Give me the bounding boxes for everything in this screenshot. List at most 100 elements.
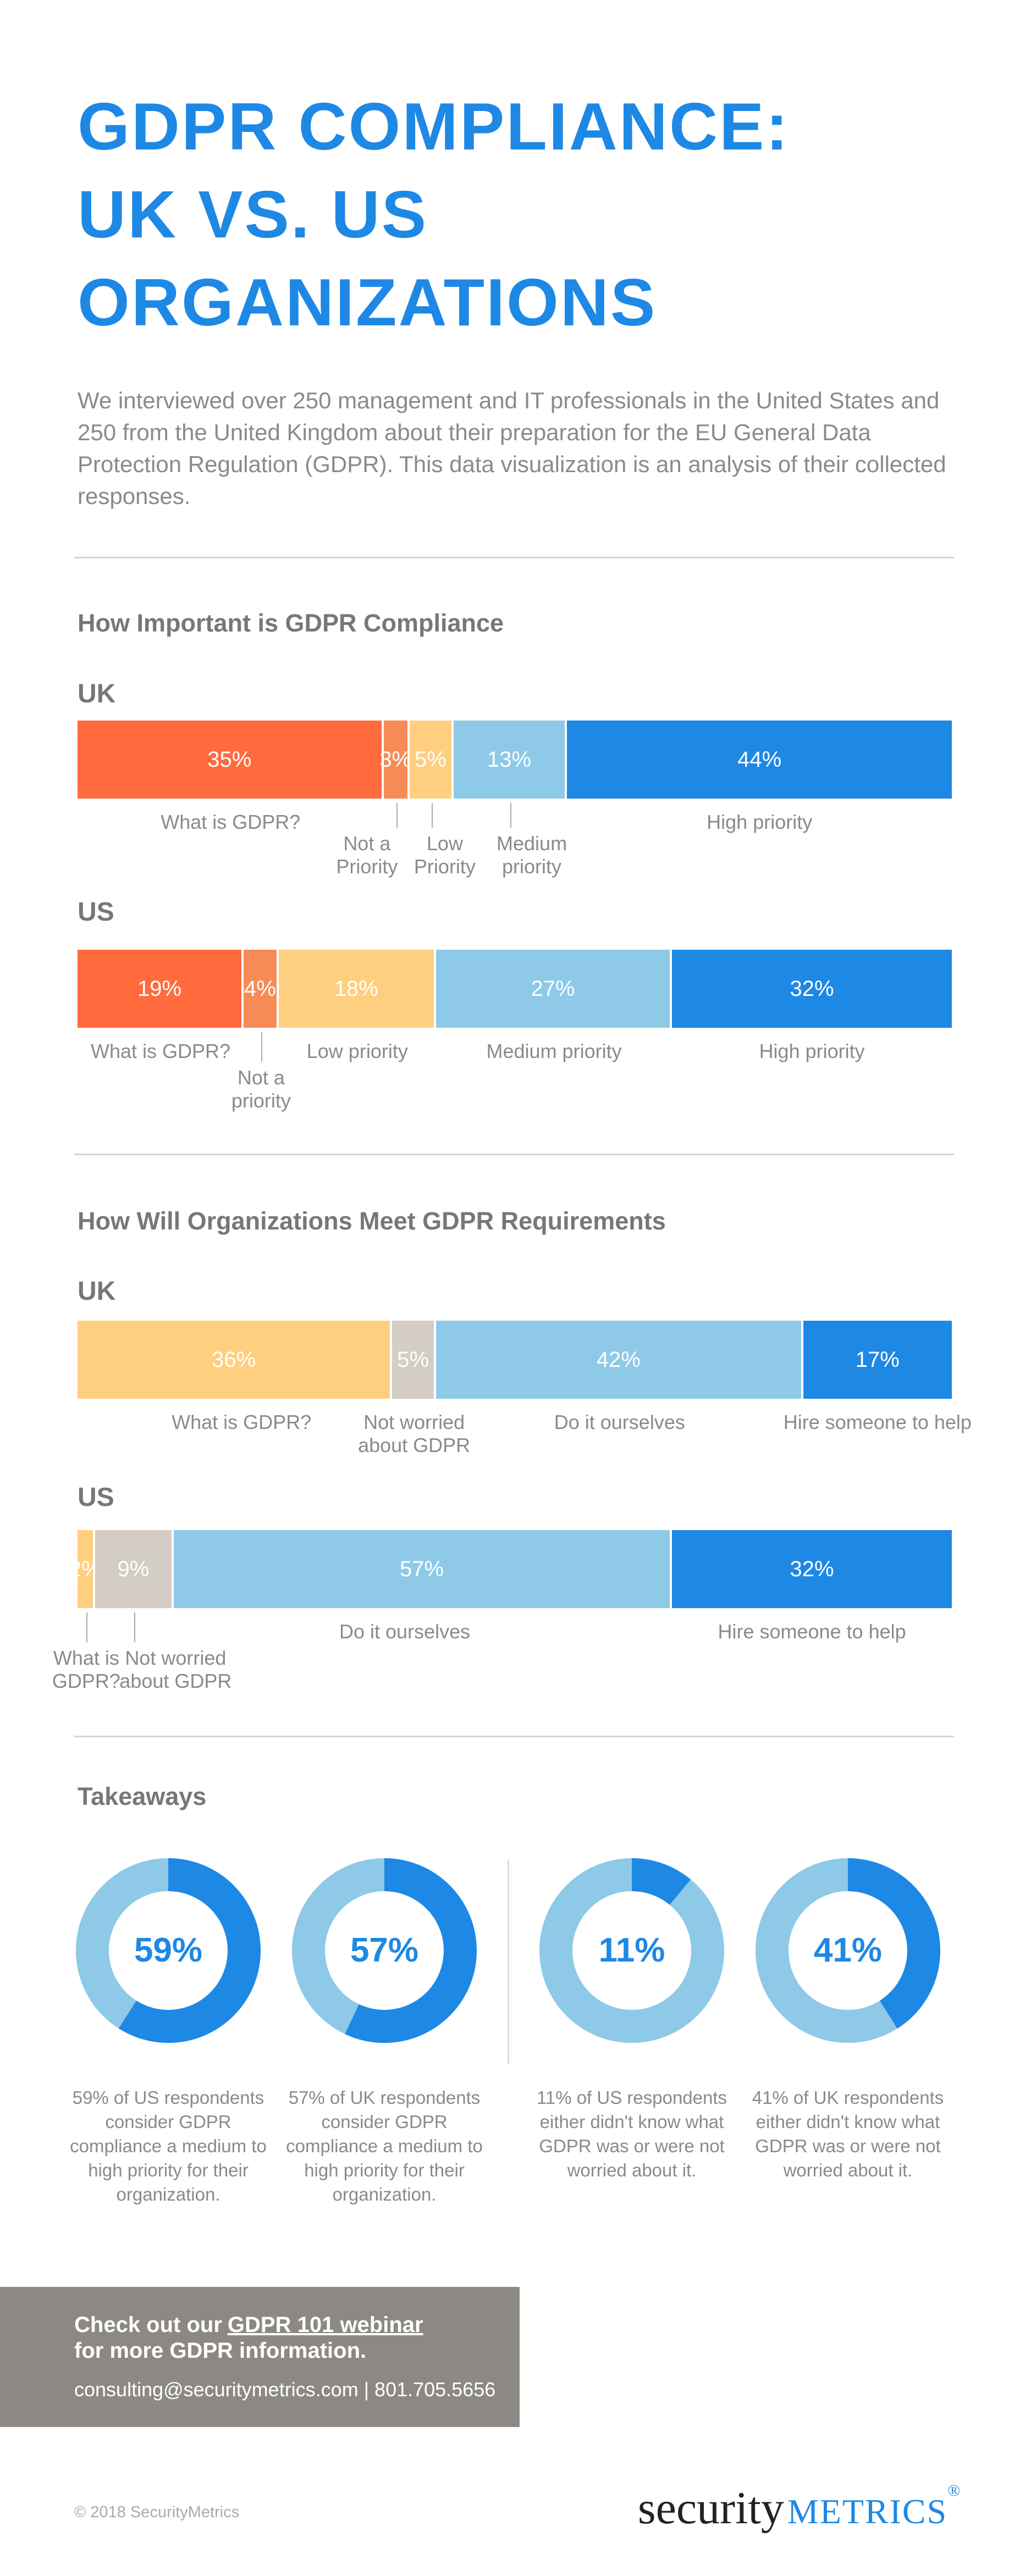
- cta-lead: Check out our: [74, 2313, 222, 2337]
- segment-label: What is GDPR?: [161, 811, 301, 833]
- value-label: 4%: [244, 976, 276, 1001]
- value-label: 3%: [379, 747, 412, 772]
- cta-line: Check out our GDPR 101 webinar: [74, 2313, 423, 2337]
- segment-label: Not a priority: [231, 1066, 291, 1112]
- segment-label: Medium priority: [497, 832, 567, 878]
- contact: consulting@securitymetrics.com | 801.705…: [74, 2378, 496, 2401]
- value-label: 13%: [487, 747, 532, 772]
- bar-segment: 32%: [672, 950, 952, 1028]
- donut-caption: 57% of UK respondents consider GDPR comp…: [286, 2087, 483, 2204]
- logo-word: security: [637, 2483, 784, 2534]
- cta-line: for more GDPR information.: [74, 2339, 367, 2363]
- title-line: GDPR COMPLIANCE:: [78, 89, 790, 164]
- bar-segment: 2%: [69, 1530, 101, 1608]
- value-label: 57%: [400, 1556, 444, 1581]
- title-line: ORGANIZATIONS: [78, 265, 657, 340]
- webinar-link[interactable]: GDPR 101 webinar: [227, 2313, 423, 2337]
- value-label: 5%: [415, 747, 446, 772]
- value-label: 32%: [790, 976, 834, 1001]
- logo: securityMETRICS®: [638, 2481, 960, 2535]
- value-label: 17%: [855, 1347, 900, 1372]
- donut-arc: [539, 1858, 724, 2043]
- donut-value: 57%: [350, 1931, 419, 1969]
- value-label: 44%: [737, 747, 782, 772]
- segment-label: Hire someone to help: [718, 1620, 906, 1643]
- value-label: 32%: [790, 1556, 834, 1581]
- divider: [74, 557, 954, 558]
- value-label: 42%: [596, 1347, 641, 1372]
- leader-line: [431, 803, 433, 828]
- segment-label: Not a Priority: [336, 832, 398, 878]
- bar-segment: 5%: [410, 721, 454, 799]
- value-label: 18%: [334, 976, 378, 1001]
- bar-segment: 18%: [278, 950, 436, 1028]
- segment-label: What is GDPR?: [52, 1647, 120, 1692]
- donut-caption: 11% of US respondents either didn't know…: [536, 2087, 727, 2180]
- value-label: 9%: [117, 1556, 150, 1581]
- segment-label: Hire someone to help: [783, 1411, 972, 1433]
- bar-segment: 57%: [173, 1530, 672, 1608]
- bar-segment: 13%: [453, 721, 567, 799]
- leader-line: [510, 803, 512, 828]
- bar-segment: 36%: [78, 1321, 393, 1399]
- value-label: 35%: [207, 747, 252, 772]
- leader-line: [396, 803, 398, 828]
- bar-segment: 35%: [78, 721, 384, 799]
- leader-line: [86, 1613, 87, 1642]
- leader-line: [134, 1613, 136, 1642]
- copyright: © 2018 SecurityMetrics: [74, 2503, 240, 2521]
- donut: [756, 1858, 940, 2043]
- bar-segment: 9%: [95, 1530, 174, 1608]
- bar-segment: 3%: [379, 721, 411, 799]
- donut: [76, 1858, 261, 2043]
- segment-label: Low priority: [306, 1040, 408, 1062]
- section-title: How Will Organizations Meet GDPR Require…: [78, 1207, 666, 1235]
- bar-segment: 5%: [392, 1321, 436, 1399]
- donut-arc: [292, 1858, 477, 2043]
- donut: [539, 1858, 724, 2043]
- bar-segment: 17%: [803, 1321, 952, 1399]
- donut-value: 41%: [813, 1931, 883, 1969]
- bar-segment: 27%: [435, 950, 672, 1028]
- title-line: UK VS. US: [78, 177, 428, 252]
- logo-mark: ®: [947, 2481, 960, 2500]
- bar-segment: 44%: [567, 721, 952, 799]
- value-label: 19%: [137, 976, 182, 1001]
- takeaways-title: Takeaways: [78, 1782, 207, 1810]
- row-name: US: [78, 898, 114, 927]
- value-label: 36%: [212, 1347, 256, 1372]
- bar-segment: 19%: [78, 950, 244, 1028]
- segment-label: Do it ourselves: [554, 1411, 685, 1433]
- cta-box: [0, 2287, 520, 2427]
- section-title: How Important is GDPR Compliance: [78, 609, 504, 637]
- segment-label: Do it ourselves: [339, 1620, 471, 1643]
- value-label: 5%: [397, 1347, 429, 1372]
- donut-caption: 41% of UK respondents either didn't know…: [752, 2087, 944, 2180]
- divider: [74, 1736, 954, 1737]
- segment-label: High priority: [759, 1040, 865, 1062]
- segment-label: Not worried about GDPR: [358, 1411, 471, 1456]
- donut-arc: [756, 1858, 940, 2043]
- separator: [508, 1860, 509, 2064]
- segment-label: High priority: [707, 811, 813, 833]
- donut-arc: [76, 1858, 261, 2043]
- donut-value: 59%: [134, 1931, 203, 1969]
- donut: [292, 1858, 477, 2043]
- segment-label: What is GDPR?: [91, 1040, 231, 1062]
- bar-segment: 4%: [244, 950, 279, 1028]
- bar-segment: 32%: [672, 1530, 952, 1608]
- row-name: UK: [78, 679, 116, 708]
- segment-label: Low Priority: [413, 832, 476, 878]
- donut-caption: 59% of US respondents consider GDPR comp…: [70, 2087, 267, 2204]
- segment-label: Not worried about GDPR: [119, 1647, 232, 1692]
- value-label: 27%: [531, 976, 575, 1001]
- bar-segment: 42%: [435, 1321, 803, 1399]
- segment-label: What is GDPR?: [172, 1411, 312, 1433]
- row-name: US: [78, 1483, 114, 1512]
- logo-word: METRICS: [787, 2492, 948, 2531]
- divider: [74, 1154, 954, 1155]
- leader-line: [261, 1032, 262, 1062]
- intro-text: We interviewed over 250 management and I…: [78, 387, 946, 509]
- row-name: UK: [78, 1277, 116, 1306]
